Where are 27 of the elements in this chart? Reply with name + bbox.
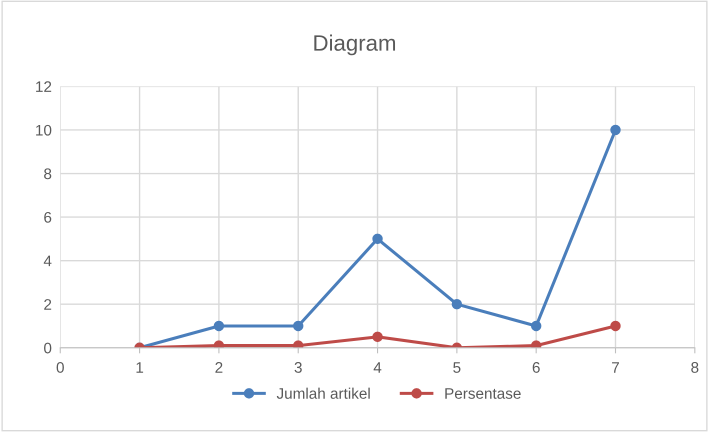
y-tick-label: 4 [44,256,52,266]
y-tick-label: 2 [44,299,52,310]
legend-label: Persentase [445,388,521,399]
x-tick-label: 1 [136,362,144,373]
point [293,320,304,332]
chart-title: Diagram [314,34,396,56]
legend-label: Jumlah artikel [276,388,370,399]
x-tick-label: 8 [691,362,698,373]
point [610,124,621,136]
y-tick-label: 8 [44,168,52,180]
point [214,320,224,332]
x-tick-label: 0 [56,362,64,373]
x-tick-label: 4 [374,362,382,373]
x-tick-label: 2 [215,362,222,373]
x-tick-label: 7 [612,362,619,373]
y-tick-label: 10 [36,124,52,136]
y-tick-label: 0 [44,342,52,354]
x-tick-label: 6 [532,362,540,373]
point [530,320,542,332]
point [372,234,383,244]
y-tick-label: 6 [44,212,52,223]
point [372,332,383,342]
x-tick-label: 3 [294,362,302,373]
x-tick-label: 5 [453,362,460,373]
point [452,298,462,310]
y-tick-label: 12 [36,81,52,92]
point [610,320,621,332]
